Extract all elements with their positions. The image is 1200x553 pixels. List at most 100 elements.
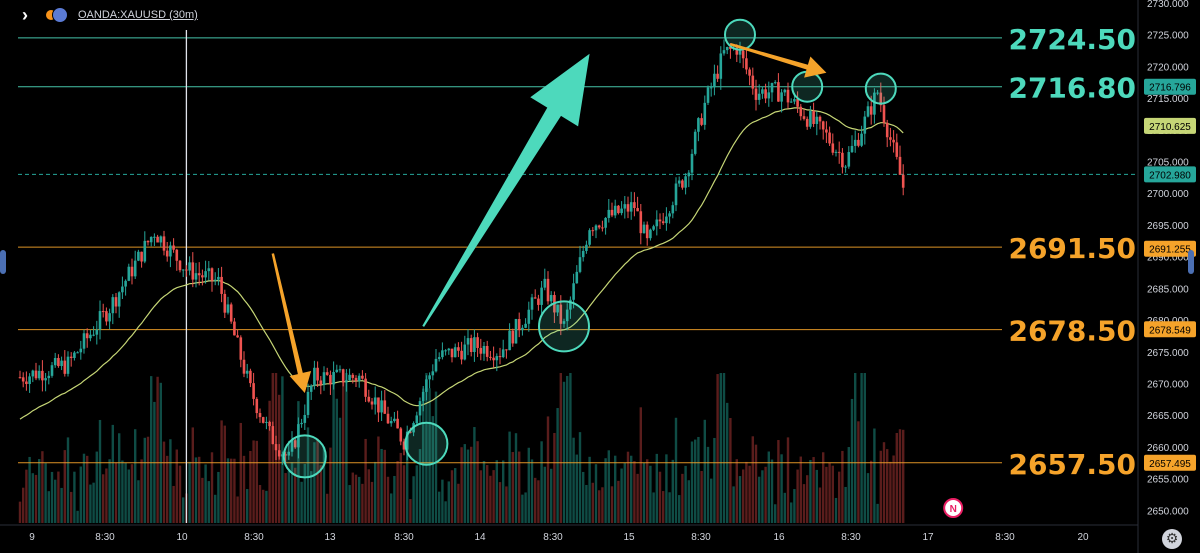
candle-body: [892, 139, 895, 143]
candle-body: [380, 400, 383, 413]
volume-bar: [79, 466, 82, 523]
candle: [229, 302, 233, 324]
candle: [117, 291, 121, 318]
candle-body: [89, 334, 92, 339]
candle-body: [357, 375, 361, 382]
candle-body: [66, 356, 70, 374]
volume-bar: [466, 449, 470, 523]
candle-body: [799, 106, 803, 117]
candle-body: [866, 106, 870, 117]
volume-bar: [175, 449, 178, 523]
candle-body: [245, 370, 249, 374]
volume-bar: [761, 470, 764, 523]
candle-body: [898, 156, 902, 175]
volume-bar: [598, 490, 601, 523]
chevron-right-icon[interactable]: ›: [22, 5, 28, 25]
candle: [377, 397, 380, 423]
volume-bar: [322, 446, 326, 523]
candle: [473, 329, 476, 362]
volume-bar: [857, 421, 860, 523]
candle-body: [236, 335, 239, 338]
candle: [722, 39, 726, 56]
candle-body: [668, 213, 671, 217]
symbol-label[interactable]: OANDA:XAUUSD (30m): [78, 9, 198, 21]
candle: [537, 294, 540, 311]
volume-bar: [678, 495, 681, 523]
candle: [137, 249, 140, 262]
left-panel-handle[interactable]: [0, 250, 6, 274]
candle-body: [223, 293, 227, 313]
price-tag-label: 2710.625: [1149, 122, 1191, 133]
candle: [745, 49, 748, 75]
candle-body: [767, 92, 771, 99]
moving-average-line: [19, 107, 904, 420]
volume-bar: [591, 482, 594, 523]
candle-body: [367, 396, 371, 402]
volume-bar: [143, 437, 146, 523]
news-badge[interactable]: [943, 498, 964, 518]
candle: [239, 335, 243, 368]
candle-body: [860, 133, 863, 146]
candle: [847, 146, 851, 169]
candle-body: [57, 357, 60, 367]
candle-body: [565, 309, 569, 322]
candle: [789, 98, 793, 103]
volume-bar: [121, 460, 124, 523]
volume-bar: [156, 376, 159, 523]
volume-bar: [290, 462, 294, 523]
settings-gear-icon[interactable]: ⚙: [1162, 529, 1182, 549]
candle-body: [255, 398, 259, 414]
candle: [818, 115, 822, 130]
candle-body: [281, 454, 284, 457]
candle-body: [140, 251, 143, 262]
candle-body: [130, 266, 134, 277]
y-tick-label: 2675.000: [1147, 348, 1189, 359]
volume-bar: [34, 474, 38, 523]
candle-body: [495, 356, 499, 361]
volume-bar: [662, 491, 665, 523]
candle-body: [165, 250, 169, 257]
candle-body: [642, 224, 646, 234]
candle-body: [41, 370, 44, 381]
candle: [716, 65, 719, 82]
volume-bar: [652, 492, 655, 523]
candle-body: [425, 379, 428, 392]
volume-bar: [124, 462, 127, 523]
volume-bar: [236, 496, 239, 523]
right-panel-handle[interactable]: [1188, 250, 1194, 274]
volume-bar: [70, 491, 73, 523]
volume-bar: [511, 452, 514, 523]
candle: [169, 241, 172, 268]
highlight-circle: [538, 300, 590, 353]
x-tick-label: 8:30: [394, 532, 414, 543]
volume-bar: [521, 494, 524, 523]
candle: [815, 111, 819, 136]
candle: [853, 130, 857, 153]
candle-body: [181, 269, 185, 271]
volume-bar: [646, 459, 649, 523]
candle: [681, 179, 684, 190]
x-tick-label: 8:30: [841, 532, 861, 543]
candle-body: [876, 92, 879, 94]
candle-body: [34, 370, 38, 379]
candle-body: [639, 211, 643, 234]
candle-body: [345, 380, 348, 383]
candle-body: [21, 377, 25, 382]
candle-body: [805, 118, 809, 127]
volume-bar: [492, 470, 495, 523]
candle-body: [204, 271, 207, 278]
candle-body: [370, 401, 374, 405]
candle-body: [620, 208, 623, 214]
candle: [588, 228, 591, 247]
candle-body: [233, 321, 236, 336]
volume-bar: [550, 468, 553, 523]
candle-body: [124, 280, 127, 287]
candle: [761, 86, 764, 99]
y-tick-label: 2700.000: [1147, 189, 1189, 200]
candle-body: [213, 279, 217, 281]
candle-body: [652, 226, 655, 230]
candle: [418, 397, 422, 425]
candle: [613, 199, 617, 219]
candle: [389, 416, 393, 427]
